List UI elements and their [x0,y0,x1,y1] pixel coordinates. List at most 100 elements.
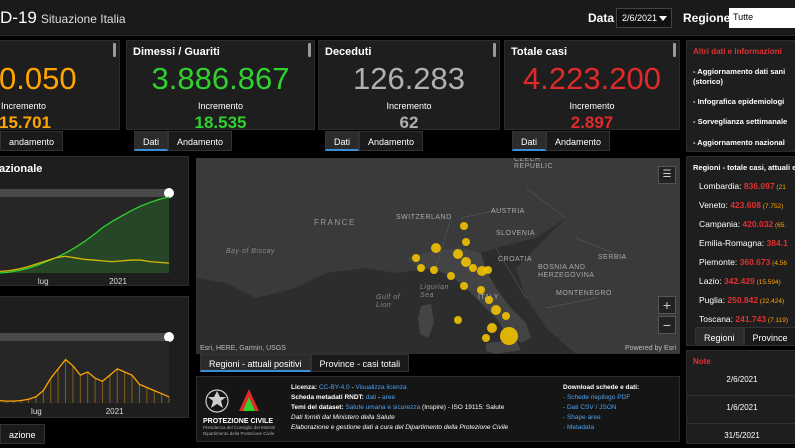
download-csv-link[interactable]: - Dati CSV / JSON [563,404,617,411]
logo-text: PROTEZIONE CIVILE [203,418,274,425]
logo-sub2: Dipartimento della Protezione Civile [203,431,275,436]
metadata-label: Scheda metadati RNDT: [291,394,364,401]
region-bubble[interactable] [412,254,420,262]
scrollbar[interactable] [308,43,311,57]
themes-link[interactable]: Salute umana e sicurezza [345,404,421,411]
region-bubble[interactable] [491,305,501,315]
time-slider-track[interactable] [0,189,169,197]
license-link[interactable]: CC-BY-4.0 [318,384,350,391]
info-link-nazionale[interactable]: - Aggiornamento nazional [693,138,785,147]
region-bubble[interactable] [461,257,471,267]
x-tick-label: lug [31,407,42,416]
download-pdf-link[interactable]: - Schede riepilogo PDF [563,394,631,401]
info-link-infografica[interactable]: - Infografica epidemiologi [693,97,785,106]
map-label-gulf-lion: Gulf of Lion [376,294,401,309]
region-row[interactable]: Toscana: 241.743 (7.119) [699,314,788,324]
region-bubble[interactable] [487,323,497,333]
note-date[interactable]: 1/6/2021 [726,403,758,412]
region-bubble[interactable] [500,327,518,345]
region-row[interactable]: Campania: 420.032 (65. [699,219,786,229]
region-name: Lazio: [699,276,725,286]
tab-dati[interactable]: Dati [134,131,169,151]
kpi-guariti-inc-label: Incremento [197,101,244,111]
region-bubble[interactable] [453,249,463,259]
date-select[interactable]: 2/6/2021 [616,8,672,28]
region-select-value: Tutte [733,12,754,22]
tab-dati[interactable]: Dati [325,131,360,151]
region-bubble[interactable] [482,334,490,342]
info-link-storico[interactable]: (storico) [693,77,723,86]
region-bubble[interactable] [469,264,477,272]
region-bubble[interactable] [454,316,462,324]
tab-variazione[interactable]: azione [0,424,45,444]
region-bubble[interactable] [431,243,441,253]
zoom-in-button[interactable]: + [658,296,676,314]
kpi-positivi-inc-label: Incremento [1,101,47,111]
scrollbar[interactable] [493,43,496,57]
tab-andamento[interactable]: Andamento [546,131,611,151]
map-attribution: Esri, HERE, Garmin, USGS [200,345,286,352]
note-date[interactable]: 2/6/2021 [726,375,758,384]
region-row[interactable]: Puglia: 250.842 (22.424) [699,295,784,305]
region-name: Puglia: [699,295,728,305]
tab-andamento[interactable]: Andamento [359,131,424,151]
time-slider-handle[interactable] [164,188,174,198]
region-row[interactable]: Lazio: 342.429 (15.594) [699,276,781,286]
app-header: D-19 Situazione Italia Data 2/6/2021 Regi… [0,0,795,36]
region-select[interactable]: Tutte [729,8,795,28]
time-slider-track[interactable] [0,333,169,341]
kpi-guariti-inc: 18.535 [194,113,247,132]
info-link-sorveglianza[interactable]: - Sorveglianza settimanale [693,117,788,126]
region-name: Lombardia: [699,181,744,191]
legend-list-icon[interactable]: ☰ [658,166,676,184]
region-bubble[interactable] [502,312,510,320]
tab-regioni-attuali[interactable]: Regioni - attuali positivi [200,354,311,372]
tab-dati[interactable]: Dati [512,131,547,151]
region-bubble[interactable] [430,266,438,274]
region-bubble[interactable] [477,286,485,294]
region-total: 360.673 [739,257,771,267]
region-current: (4.56 [770,260,787,267]
map-label-bosnia: BOSNIA AND HERZEGOVINA [538,264,595,279]
scrollbar[interactable] [673,43,676,57]
metadata-dati-link[interactable]: dati [365,394,377,401]
app-title-text: D-19 [0,8,37,27]
region-bubble[interactable] [485,296,493,304]
region-row[interactable]: Lombardia: 836.097 (21 [699,181,786,191]
license-line: Licenza: CC-BY-4.0 - Visualizza licenza [291,383,407,393]
tab-andamento[interactable]: andamento [0,131,64,151]
region-bubble[interactable] [460,222,468,230]
download-shape-link[interactable]: - Shape aree [563,414,601,421]
region-row[interactable]: Piemonte: 360.673 (4.56 [699,257,787,267]
region-total: 836.097 [743,181,775,191]
region-total: 420.032 [742,219,774,229]
region-name: Emilia-Romagna: [699,238,767,248]
scrollbar[interactable] [113,43,116,57]
region-bubble[interactable] [417,264,425,272]
region-row[interactable]: Emilia-Romagna: 384.1 [699,238,788,248]
kpi-guariti-value: 3.886.867 [151,61,290,96]
divider [687,423,795,424]
source-line: Dati forniti dal Ministero della Salute [291,414,395,421]
tab-province-casi[interactable]: Province - casi totali [310,354,410,372]
region-bubble[interactable] [484,266,492,274]
tab-andamento[interactable]: Andamento [168,131,233,151]
download-metadata-link[interactable]: - Metadata [563,424,595,431]
region-bubble[interactable] [462,238,470,246]
region-bubble[interactable] [460,282,468,290]
zoom-out-button[interactable]: − [658,316,676,334]
tab-regioni[interactable]: Regioni [695,327,744,345]
metadata-line: Scheda metadati RNDT: dati - aree [291,393,395,403]
map-label-croatia: CROATIA [498,256,533,263]
tab-province[interactable]: Province [743,327,795,345]
time-slider-handle[interactable] [164,332,174,342]
license-label: Licenza: [291,384,318,391]
region-row[interactable]: Veneto: 423.608 (7.752) [699,200,783,210]
metadata-aree-link[interactable]: aree [382,394,396,401]
region-bubble[interactable] [447,272,455,280]
map-view[interactable]: FRANCE SWITZERLAND AUSTRIA CZECH REPUBLI… [196,158,680,354]
note-date[interactable]: 31/5/2021 [724,431,760,440]
view-license-link[interactable]: Visualizza licenza [355,384,407,391]
info-link-sanitari[interactable]: - Aggiornamento dati sani [693,67,786,76]
map-powered-by[interactable]: Powered by Esri [625,345,676,352]
